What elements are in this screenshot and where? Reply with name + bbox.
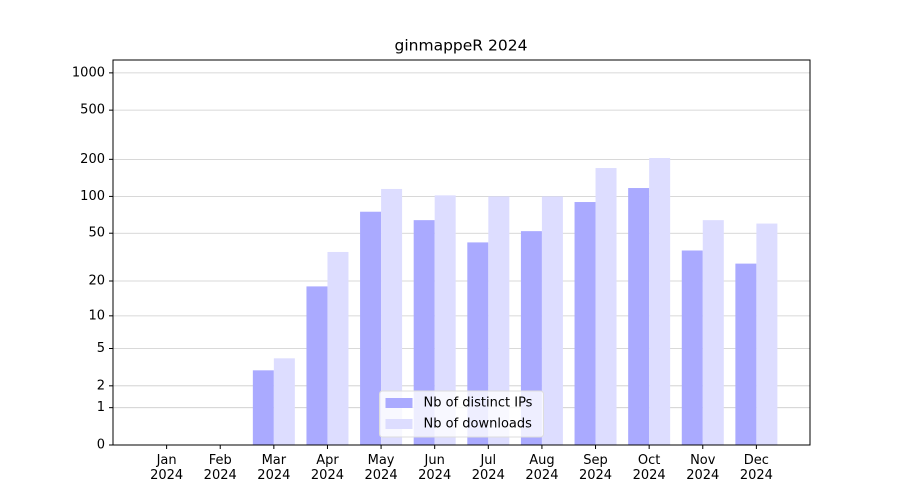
x-tick-label: Apr 2024 <box>310 453 344 483</box>
x-tick-label: Sep 2024 <box>578 453 613 483</box>
bar <box>413 220 435 445</box>
x-tick-label: Feb 2024 <box>203 453 237 483</box>
legend-box <box>379 390 544 438</box>
x-tick-label: Oct 2024 <box>632 453 666 483</box>
y-tick-label: 5 <box>97 341 105 356</box>
plot-frame <box>112 59 811 446</box>
bar <box>595 168 617 446</box>
y-tick-label: 0 <box>97 438 105 453</box>
bar <box>628 188 650 445</box>
x-tick-label: Jun 2024 <box>418 453 452 483</box>
bar <box>756 223 778 445</box>
y-tick-label: 500 <box>80 103 105 118</box>
legend-label: Nb of distinct IPs <box>424 396 533 411</box>
y-tick-label: 20 <box>88 274 105 289</box>
bar <box>488 196 510 445</box>
x-tick-label: Jan 2024 <box>150 453 184 483</box>
y-tick-label: 2 <box>97 378 105 393</box>
bar <box>381 188 403 445</box>
x-tick-label: Aug 2024 <box>525 453 559 483</box>
y-tick-label: 1000 <box>72 65 105 80</box>
y-tick-label: 100 <box>80 189 105 204</box>
y-tick-label: 10 <box>88 308 105 323</box>
bar <box>252 370 274 445</box>
legend-label: Nb of downloads <box>424 417 533 432</box>
legend: Nb of distinct IPs Nb of downloads <box>379 390 544 438</box>
bar <box>306 286 328 445</box>
legend-swatch <box>385 398 413 408</box>
bar <box>735 263 757 445</box>
x-tick-label: May 2024 <box>364 453 398 483</box>
x-tick-label: Nov 2024 <box>686 453 720 483</box>
chart-title: ginmappeR 2024 <box>395 37 528 55</box>
bar <box>327 251 349 445</box>
x-tick-label: Mar 2024 <box>257 453 291 483</box>
x-tick-label: Jul 2024 <box>471 453 505 483</box>
y-tick-label: 200 <box>80 152 105 167</box>
y-tick-label: 1 <box>97 400 105 415</box>
y-tick-label: 50 <box>88 226 105 241</box>
bar <box>649 158 671 445</box>
legend-swatch <box>385 419 413 429</box>
x-tick-label: Dec 2024 <box>739 453 773 483</box>
bar <box>541 196 563 445</box>
bar <box>702 220 724 445</box>
bar <box>360 211 382 445</box>
bar <box>434 195 456 445</box>
bar <box>574 202 596 445</box>
bar <box>273 358 295 445</box>
bar <box>681 250 703 445</box>
